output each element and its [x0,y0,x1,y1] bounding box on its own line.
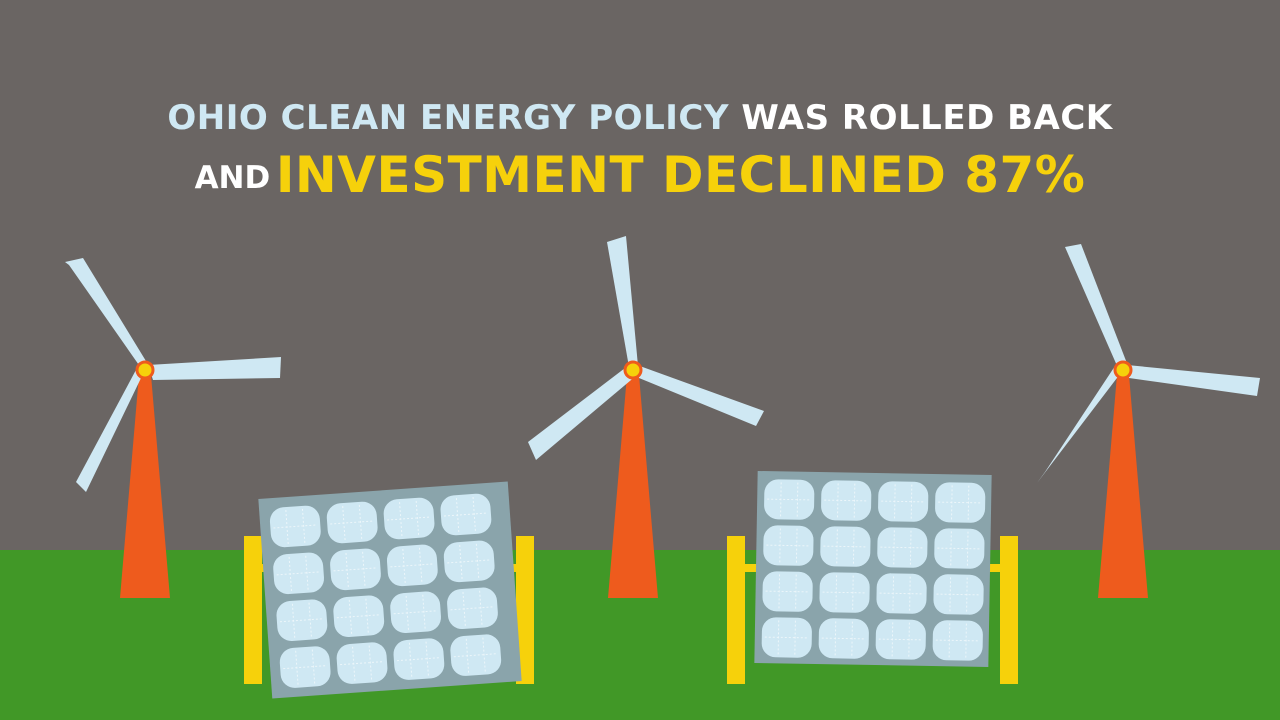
solar-stand-bar [738,564,768,572]
solar-cell-grid [761,479,986,661]
solar-stand-bar [981,564,1011,572]
solar-cell-lines [333,551,378,587]
turbine-blade [1065,244,1128,368]
solar-cell-lines [821,621,866,656]
solar-cell-lines [450,590,495,626]
solar-cell-grid [269,493,502,688]
headline-line-1: OHIO CLEAN ENERGY POLICY WAS ROLLED BACK [0,98,1280,138]
solar-cell [878,481,929,522]
headline-policy-text: OHIO CLEAN ENERGY POLICY [167,98,729,138]
solar-cell [383,497,435,540]
solar-cell-lines [937,531,982,566]
solar-stand-post [727,536,745,684]
turbine-blade [607,236,638,367]
solar-cell [763,525,814,566]
solar-cell-lines [880,530,925,565]
solar-cell [933,574,984,615]
solar-cell [450,634,502,676]
turbine-hub [1113,360,1133,380]
headline-line-2: AND INVESTMENT DECLINED 87% [0,146,1280,204]
turbine-hub [623,360,643,380]
solar-cell [326,501,378,544]
headline-and-text: AND [194,160,271,196]
solar-cell [333,595,385,637]
wind-turbine-center [528,236,764,598]
turbine-blade [1127,365,1260,396]
headline-investment-text: INVESTMENT DECLINED 87% [275,146,1086,204]
turbine-blade [637,365,764,426]
turbine-tower [120,375,170,598]
turbine-blade [148,357,281,380]
headline-rolled-back-text: WAS ROLLED BACK [741,98,1113,138]
solar-stand-post [516,536,534,684]
wind-turbine-right [1037,244,1260,598]
solar-cell-lines [276,555,321,591]
solar-panel-right [727,470,1018,684]
turbine-tower [608,375,658,598]
wind-turbine-left [65,258,281,598]
turbine-blade [65,258,149,368]
solar-cell-lines [273,508,318,545]
solar-cell-lines [822,575,867,610]
solar-cell-lines [390,547,435,583]
solar-cell [820,526,871,567]
solar-stand-post [1000,536,1018,684]
solar-panel-frame [754,470,992,668]
solar-cell [821,480,872,521]
solar-cell-lines [938,485,983,520]
solar-cell-lines [393,594,438,630]
solar-cell-lines [764,620,809,655]
solar-stand-post [244,536,262,684]
solar-cell-lines [443,496,488,533]
solar-cell [762,571,813,612]
solar-cell [276,599,328,641]
solar-cell [875,619,926,660]
solar-cell [443,540,495,583]
turbine-blade [1037,366,1120,483]
solar-cell-lines [330,504,375,541]
turbine-tower [1098,375,1148,598]
turbine-hub [135,360,155,380]
solar-panel-left [244,481,534,699]
solar-cell-lines [879,576,924,611]
solar-cell [932,620,983,661]
solar-cell-lines [767,482,812,517]
solar-cell [393,638,445,680]
turbine-blade [528,365,637,460]
turbine-blade [76,368,142,492]
solar-cell-lines [340,645,385,681]
solar-cell-lines [283,649,328,685]
